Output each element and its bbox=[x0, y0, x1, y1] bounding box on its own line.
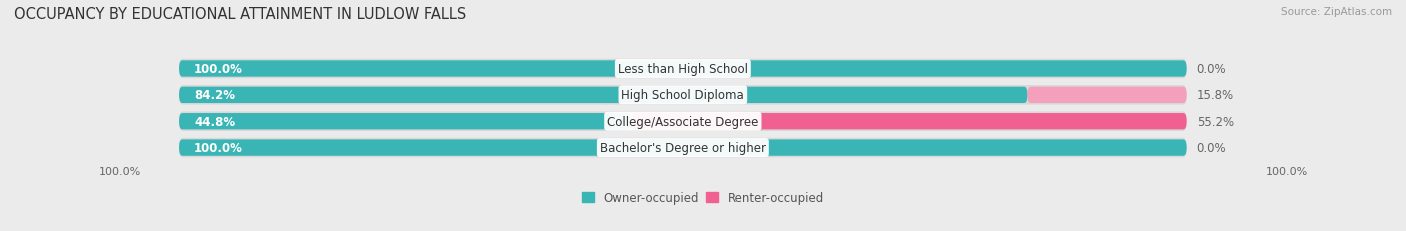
Text: Source: ZipAtlas.com: Source: ZipAtlas.com bbox=[1281, 7, 1392, 17]
Text: 100.0%: 100.0% bbox=[1265, 166, 1308, 176]
Text: Bachelor's Degree or higher: Bachelor's Degree or higher bbox=[600, 141, 766, 154]
FancyBboxPatch shape bbox=[630, 114, 1187, 130]
Text: Less than High School: Less than High School bbox=[617, 63, 748, 76]
FancyBboxPatch shape bbox=[179, 61, 1187, 77]
FancyBboxPatch shape bbox=[179, 114, 630, 130]
Text: OCCUPANCY BY EDUCATIONAL ATTAINMENT IN LUDLOW FALLS: OCCUPANCY BY EDUCATIONAL ATTAINMENT IN L… bbox=[14, 7, 467, 22]
Text: College/Associate Degree: College/Associate Degree bbox=[607, 115, 758, 128]
FancyBboxPatch shape bbox=[179, 140, 1187, 156]
FancyBboxPatch shape bbox=[179, 138, 1187, 158]
FancyBboxPatch shape bbox=[179, 87, 1028, 103]
Text: 55.2%: 55.2% bbox=[1197, 115, 1234, 128]
Text: 44.8%: 44.8% bbox=[194, 115, 235, 128]
Text: 0.0%: 0.0% bbox=[1197, 141, 1226, 154]
Text: 100.0%: 100.0% bbox=[194, 63, 243, 76]
FancyBboxPatch shape bbox=[179, 112, 1187, 131]
FancyBboxPatch shape bbox=[179, 86, 1187, 105]
Text: 15.8%: 15.8% bbox=[1197, 89, 1234, 102]
Text: High School Diploma: High School Diploma bbox=[621, 89, 744, 102]
Text: 0.0%: 0.0% bbox=[1197, 63, 1226, 76]
FancyBboxPatch shape bbox=[179, 59, 1187, 79]
Text: 100.0%: 100.0% bbox=[194, 141, 243, 154]
Text: 100.0%: 100.0% bbox=[98, 166, 141, 176]
Legend: Owner-occupied, Renter-occupied: Owner-occupied, Renter-occupied bbox=[582, 191, 824, 204]
Text: 84.2%: 84.2% bbox=[194, 89, 235, 102]
FancyBboxPatch shape bbox=[1028, 87, 1187, 103]
